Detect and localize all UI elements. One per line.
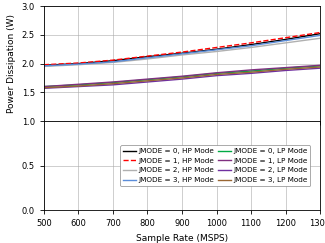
X-axis label: Sample Rate (MSPS): Sample Rate (MSPS) (136, 234, 228, 243)
Y-axis label: Power Dissipation (W): Power Dissipation (W) (7, 14, 16, 113)
Legend: JMODE = 0, HP Mode, JMODE = 1, HP Mode, JMODE = 2, HP Mode, JMODE = 3, HP Mode, : JMODE = 0, HP Mode, JMODE = 1, HP Mode, … (120, 145, 310, 186)
